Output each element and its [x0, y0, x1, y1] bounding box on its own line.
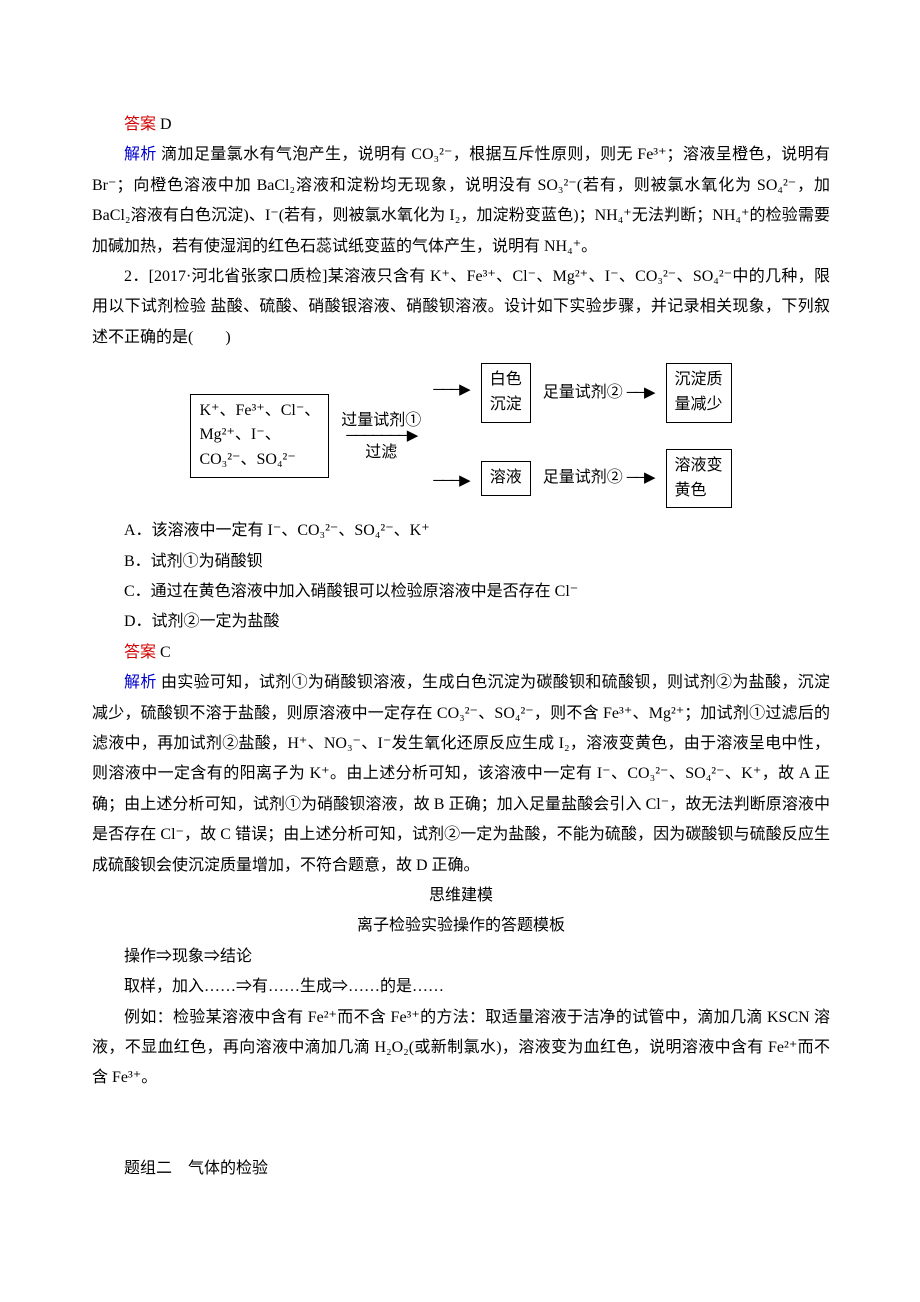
- answer1-line: 答案 D: [92, 110, 830, 140]
- right-bot-l1: 溶液变: [675, 454, 723, 479]
- model-title: 思维建模: [92, 881, 830, 911]
- model-l3: 例如：检验某溶液中含有 Fe²⁺而不含 Fe³⁺的方法：取适量溶液于洁净的试管中…: [92, 1003, 830, 1094]
- mid-bottom: 溶液: [490, 466, 522, 491]
- right-stack: 白色 沉淀 足量试剂② ──▶ 沉淀质 量减少 溶液 足量试剂② ─: [481, 363, 732, 508]
- model-l2: 取样，加入……⇒有……生成⇒……的是……: [92, 972, 830, 1002]
- mid-top-l1: 白色: [490, 368, 522, 393]
- arrow-icon: ──▶: [627, 464, 654, 493]
- right-top-l2: 量减少: [675, 393, 723, 418]
- answer-label: 答案: [124, 644, 156, 661]
- diagram-left-box: K⁺、Fe³⁺、Cl⁻、 Mg²⁺、I⁻、 CO₃²⁻、SO₄²⁻: [190, 394, 329, 478]
- split-bot-icon: ───▶: [433, 467, 468, 496]
- analysis-label: 解析: [124, 146, 157, 163]
- left-box-l3: CO₃²⁻、SO₄²⁻: [199, 448, 320, 473]
- q2-optA: A．该溶液中一定有 I⁻、CO₃²⁻、SO₄²⁻、K⁺: [92, 516, 830, 546]
- q2-optD: D．试剂②一定为盐酸: [92, 607, 830, 637]
- mid-bottom-box: 溶液: [481, 461, 531, 496]
- analysis2-text: 由实验可知，试剂①为硝酸钡溶液，生成白色沉淀为碳酸钡和硫酸钡，则试剂②为盐酸，沉…: [92, 674, 830, 873]
- arrow1-bottom: 过滤: [365, 443, 397, 462]
- analysis-label: 解析: [124, 674, 157, 691]
- arrow-icon: ──▶: [627, 379, 654, 408]
- q2-optC: C．通过在黄色溶液中加入硝酸银可以检验原溶液中是否存在 Cl⁻: [92, 577, 830, 607]
- mid-top-l2: 沉淀: [490, 393, 522, 418]
- analysis2: 解析 由实验可知，试剂①为硝酸钡溶液，生成白色沉淀为碳酸钡和硫酸钡，则试剂②为盐…: [92, 668, 830, 881]
- analysis1-text: 滴加足量氯水有气泡产生，说明有 CO₃²⁻，根据互斥性原则，则无 Fe³⁺；溶液…: [92, 146, 830, 254]
- q2-optB: B．试剂①为硝酸钡: [92, 547, 830, 577]
- bottom-row: 溶液 足量试剂② ──▶ 溶液变 黄色: [481, 449, 732, 509]
- top-row: 白色 沉淀 足量试剂② ──▶ 沉淀质 量减少: [481, 363, 732, 423]
- group2-title: 题组二 气体的检验: [92, 1154, 830, 1184]
- model-l1: 操作⇒现象⇒结论: [92, 942, 830, 972]
- left-box-l2: Mg²⁺、I⁻、: [199, 423, 320, 448]
- spacer: [92, 1094, 830, 1154]
- answer2-value: C: [160, 644, 171, 661]
- left-box-l1: K⁺、Fe³⁺、Cl⁻、: [199, 399, 320, 424]
- right-bot-box: 溶液变 黄色: [666, 449, 732, 509]
- right-top-box: 沉淀质 量减少: [666, 363, 732, 423]
- arrow2-bottom: 足量试剂② ──▶: [543, 463, 654, 493]
- right-bot-l2: 黄色: [675, 479, 723, 504]
- arrow1: 过量试剂① ───────▶ 过滤: [341, 411, 421, 460]
- arrow2-top: 足量试剂② ──▶: [543, 378, 654, 408]
- answer2-line: 答案 C: [92, 638, 830, 668]
- answer-label: 答案: [124, 116, 156, 133]
- analysis1: 解析 滴加足量氯水有气泡产生，说明有 CO₃²⁻，根据互斥性原则，则无 Fe³⁺…: [92, 140, 830, 262]
- arrow-line-icon: ───────▶: [346, 428, 416, 443]
- split-bracket: ───▶ ───▶: [433, 376, 468, 496]
- arrow2-top-label: 足量试剂②: [543, 378, 623, 408]
- page: 答案 D 解析 滴加足量氯水有气泡产生，说明有 CO₃²⁻，根据互斥性原则，则无…: [0, 0, 920, 1244]
- model-subtitle: 离子检验实验操作的答题模板: [92, 911, 830, 941]
- mid-top-box: 白色 沉淀: [481, 363, 531, 423]
- arrow2-bottom-label: 足量试剂②: [543, 463, 623, 493]
- right-top-l1: 沉淀质: [675, 368, 723, 393]
- flow-diagram: K⁺、Fe³⁺、Cl⁻、 Mg²⁺、I⁻、 CO₃²⁻、SO₄²⁻ 过量试剂① …: [92, 363, 830, 508]
- answer1-value: D: [160, 116, 172, 133]
- q2-stem: 2．[2017·河北省张家口质检]某溶液只含有 K⁺、Fe³⁺、Cl⁻、Mg²⁺…: [92, 262, 830, 353]
- split-top-icon: ───▶: [433, 376, 468, 405]
